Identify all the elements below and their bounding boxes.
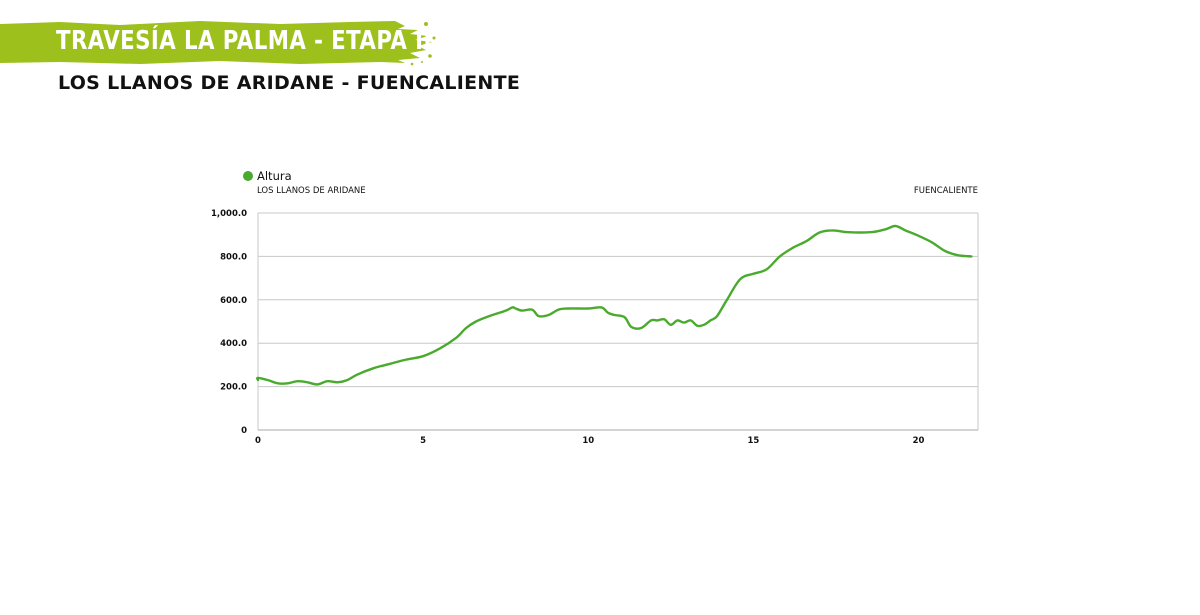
x-tick-label: 20: [913, 436, 925, 446]
start-location-label: LOS LLANOS DE ARIDANE: [257, 186, 366, 196]
y-tick-label: 400.0: [220, 339, 247, 349]
series-lines: [256, 224, 973, 386]
x-tick-label: 5: [420, 436, 426, 446]
x-tick-label: 10: [582, 436, 594, 446]
y-tick-label: 800.0: [220, 252, 247, 262]
y-axis: 0 200.0 400.0 600.0 800.0 1,000.0: [211, 209, 247, 436]
legend-marker: [243, 171, 253, 181]
brush-stroke-background: [0, 21, 436, 66]
x-tick-label: 0: [255, 436, 261, 446]
y-tick-label: 0: [241, 426, 247, 436]
y-tick-label: 200.0: [220, 383, 247, 393]
legend-label: Altura: [257, 169, 292, 183]
grid-lines: [257, 212, 979, 431]
page-title: TRAVESÍA LA PALMA - ETAPA II: [56, 26, 432, 56]
chart-svg: 0 200.0 400.0 600.0 800.0 1,000.0 0 5 10 15 20 Al…: [211, 169, 979, 446]
title-banner: [0, 18, 440, 66]
end-location-label: FUENCALIENTE: [914, 186, 978, 196]
elevation-chart: 0 200.0 400.0 600.0 800.0 1,000.0 0 5 10 15 20 Al…: [210, 160, 1010, 460]
series-line-altura: [256, 224, 973, 386]
x-axis: 0 5 10 15 20: [255, 436, 925, 446]
y-tick-label: 1,000.0: [211, 209, 247, 219]
route-subtitle: LOS LLANOS DE ARIDANE - FUENCALIENTE: [58, 72, 521, 94]
y-tick-label: 600.0: [220, 296, 247, 306]
x-tick-label: 15: [747, 436, 759, 446]
